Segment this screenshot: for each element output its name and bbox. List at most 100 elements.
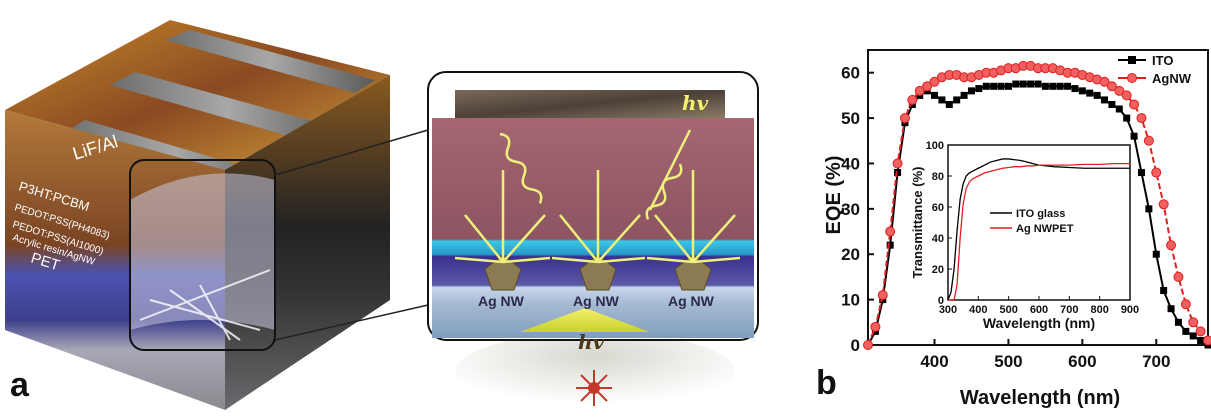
light-source-icon (576, 370, 612, 406)
inset-frame (947, 144, 1131, 301)
data-point (1167, 305, 1175, 313)
x-axis-label: Wavelength (nm) (960, 387, 1120, 409)
data-point (1166, 240, 1177, 251)
data-point (1099, 76, 1110, 87)
data-point (1160, 287, 1168, 295)
data-point (922, 81, 933, 92)
data-point (863, 340, 873, 350)
y-tick-label: 50 (841, 109, 860, 128)
data-point (1093, 91, 1101, 99)
inset-y-tick-label: 80 (932, 171, 944, 183)
data-point (938, 96, 946, 104)
data-point (1145, 205, 1153, 213)
data-point (1019, 80, 1027, 88)
plot-frame (867, 49, 1209, 346)
data-point (967, 87, 975, 95)
inset-y-axis-label: Transmittance (%) (910, 167, 925, 279)
y-tick-label: 30 (841, 200, 860, 219)
inset-y-tick-label: 40 (932, 233, 944, 245)
photon-arrow (648, 129, 692, 211)
electrode-strip (110, 72, 345, 145)
x-tick-label: 500 (994, 352, 1022, 371)
inset-legend-label: Ag NWPET (1016, 223, 1074, 235)
data-point (892, 158, 903, 169)
data-point (1182, 327, 1190, 335)
y-tick-label: 10 (841, 291, 860, 310)
inset-y-tick-label: 0 (938, 295, 944, 307)
legend-marker (1127, 73, 1137, 83)
inset-legend-label: ITO glass (1016, 208, 1065, 220)
data-point (1203, 335, 1211, 346)
data-point (1152, 250, 1160, 258)
inset-plot: 300 400 500 600 700 800 900 0 20 40 60 80 100 Wavelen… (910, 140, 1139, 331)
data-point (1123, 114, 1131, 122)
data-point (1143, 135, 1154, 146)
layer-stack (432, 118, 754, 338)
data-point (1188, 317, 1199, 328)
top-electrode-texture (455, 90, 725, 118)
inset-x-tick-label: 900 (1121, 304, 1139, 316)
data-point (1106, 81, 1117, 92)
inset-x-tick-label: 500 (999, 304, 1017, 316)
nanowire-mesh (139, 269, 271, 341)
data-point (1136, 113, 1147, 124)
data-point (899, 113, 910, 124)
y-tick-label: 60 (841, 64, 860, 83)
data-point (914, 85, 925, 96)
data-point (1056, 82, 1064, 90)
device-illustration: LiF/Al P3HT:PCBM PEDOT:PSS(PH4083) PEDOT… (5, 20, 759, 412)
data-point (997, 82, 1005, 90)
data-point (1004, 82, 1012, 90)
data-point (982, 82, 990, 90)
data-point (886, 241, 894, 249)
data-point (960, 91, 968, 99)
data-point (1129, 99, 1140, 110)
data-point (1071, 85, 1079, 93)
x-tick-label: 700 (1142, 352, 1170, 371)
inset-y-tick-label: 60 (932, 202, 944, 214)
data-point (1108, 100, 1116, 108)
data-point (1114, 85, 1125, 96)
panel-label-b: b (816, 364, 837, 402)
data-point (1064, 82, 1072, 90)
nanowire-label: Ag NW (478, 293, 525, 309)
y-tick-label: 20 (841, 245, 860, 264)
inset-x-tick-label: 600 (1030, 304, 1048, 316)
inset-x-tick-label: 800 (1090, 304, 1108, 316)
data-point (990, 82, 998, 90)
inset-x-tick-label: 300 (939, 304, 957, 316)
cutaway-section (130, 173, 275, 330)
nanowire-label: Ag NW (573, 293, 620, 309)
data-point (907, 94, 918, 105)
data-point (1174, 318, 1182, 326)
electrode-strip (165, 30, 375, 93)
data-point (1180, 299, 1191, 310)
data-point (1197, 336, 1205, 344)
nanowire-label: Ag NW (668, 293, 715, 309)
nanowire-cross-sections (484, 254, 712, 291)
inset-series-line (948, 162, 1130, 301)
data-point (1121, 90, 1132, 101)
panel-label-a: a (10, 366, 29, 404)
data-point (1049, 82, 1057, 90)
zoom-connector (274, 129, 429, 176)
data-point (945, 100, 953, 108)
series-line-agnw (867, 64, 1209, 346)
data-point (931, 91, 939, 99)
legend-label: AgNW (1152, 71, 1192, 86)
data-point (1158, 199, 1169, 210)
data-point (1173, 271, 1184, 282)
data-point (975, 85, 983, 93)
legend-marker (1128, 56, 1136, 64)
x-tick-label: 600 (1068, 352, 1096, 371)
y-tick-label: 40 (841, 154, 860, 173)
data-point (1041, 82, 1049, 90)
inset-y-tick-label: 100 (926, 140, 944, 152)
data-point (929, 76, 940, 87)
data-point (1034, 80, 1042, 88)
photon-wave (499, 132, 543, 204)
data-point (1130, 132, 1138, 140)
incident-light (520, 308, 650, 332)
zoom-region (129, 159, 276, 351)
